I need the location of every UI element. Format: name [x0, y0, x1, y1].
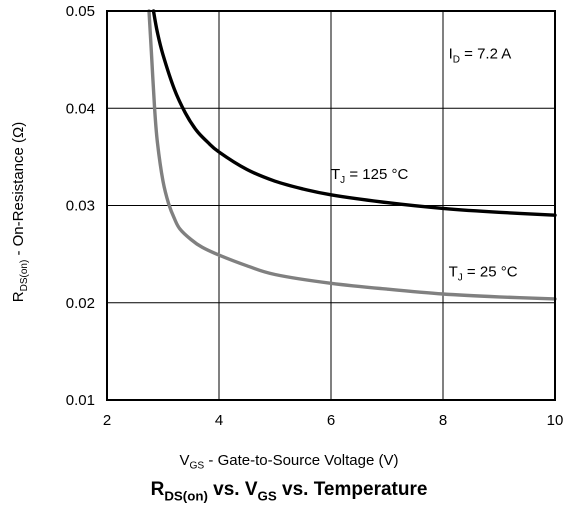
x-tick-label: 6	[327, 412, 335, 429]
x-axis-label-main: V	[179, 452, 190, 469]
x-axis-label-sub: GS	[189, 460, 205, 472]
x-tick-label: 10	[547, 412, 564, 429]
tick-labels: 2 4 6 8 10 0.01 0.02 0.03 0.04 0.05	[66, 3, 564, 429]
x-tick-label: 2	[103, 412, 111, 429]
grid	[106, 10, 556, 401]
y-tick-label: 0.04	[66, 100, 95, 117]
annotations: ID = 7.2 A TJ = 125 °C TJ = 25 °C	[331, 46, 518, 284]
x-axis-label: VGS - Gate-to-Source Voltage (V)	[0, 452, 578, 472]
y-axis-label: RDS(on) - On-Resistance (Ω)	[10, 122, 30, 302]
id-condition: ID = 7.2 A	[449, 46, 512, 66]
chart-title-mid: vs. V	[207, 479, 258, 500]
tj-25-label: TJ = 25 °C	[449, 263, 518, 283]
y-tick-label: 0.03	[66, 198, 95, 215]
x-tick-label: 4	[215, 412, 223, 429]
chart-title-sub-1: DS(on)	[164, 488, 208, 504]
tj-125-label: TJ = 125 °C	[331, 166, 408, 186]
series-tj-25-line	[147, 9, 557, 301]
series-layer	[147, 9, 557, 301]
y-axis-label-main: R	[10, 291, 27, 302]
y-axis-label-rest: - On-Resistance (Ω)	[10, 122, 27, 260]
y-tick-label: 0.05	[66, 3, 95, 20]
y-tick-label: 0.01	[66, 392, 95, 409]
x-tick-label: 8	[439, 412, 447, 429]
chart-title: RDS(on) vs. VGS vs. Temperature	[0, 479, 578, 504]
series-tj-125-line	[151, 9, 557, 217]
chart-title-sub-2: GS	[257, 488, 277, 504]
plot-area	[106, 10, 556, 401]
y-axis-label-sub: DS(on)	[19, 260, 30, 292]
chart-title-end: vs. Temperature	[276, 479, 428, 500]
chart-title-main: R	[150, 479, 165, 500]
y-tick-label: 0.02	[66, 295, 95, 312]
x-axis-label-rest: - Gate-to-Source Voltage (V)	[204, 452, 399, 469]
